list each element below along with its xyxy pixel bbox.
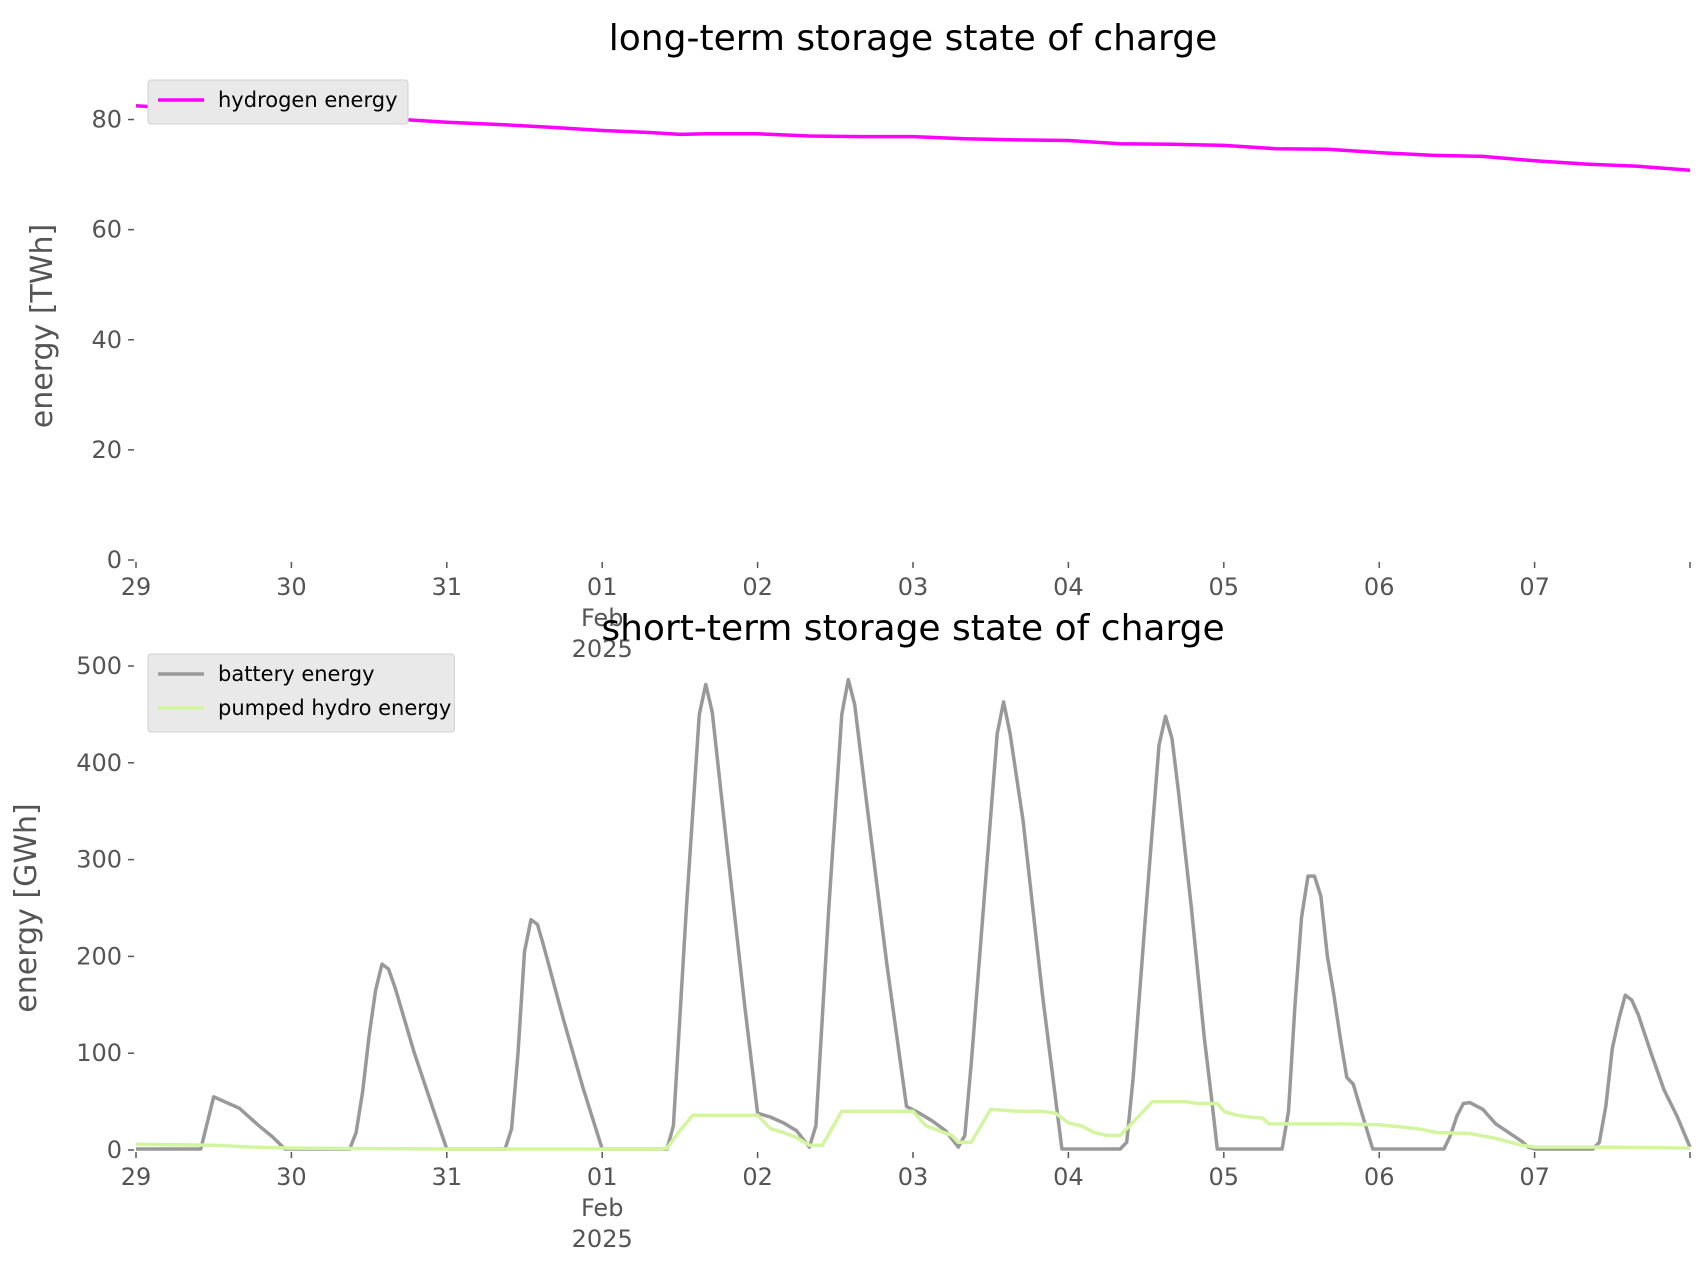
legend-box xyxy=(147,653,455,733)
x-tick-label: 29 xyxy=(121,1163,152,1191)
y-tick-label: 200 xyxy=(76,942,122,970)
x-tick-label: 03 xyxy=(898,1163,929,1191)
x-tick-year-label: 2025 xyxy=(572,635,633,663)
x-tick-label: 07 xyxy=(1519,573,1550,601)
y-tick-label: 500 xyxy=(76,652,122,680)
x-tick-label: 05 xyxy=(1209,1163,1240,1191)
x-tick-label: 29 xyxy=(121,573,152,601)
y-tick-label: 20 xyxy=(91,436,122,464)
x-tick-label: 05 xyxy=(1209,573,1240,601)
x-tick-label: 01 xyxy=(587,573,618,601)
y-tick-label: 40 xyxy=(91,326,122,354)
x-tick-label: 02 xyxy=(742,573,773,601)
y-tick-label: 400 xyxy=(76,749,122,777)
legend: hydrogen energy xyxy=(147,79,409,125)
x-tick-label: 30 xyxy=(276,1163,307,1191)
y-tick-label: 80 xyxy=(91,106,122,134)
series-line-hydrogen-energy xyxy=(135,104,1691,172)
x-tick-month-label: Feb xyxy=(581,604,624,632)
x-tick-label: 30 xyxy=(276,573,307,601)
legend-label: pumped hydro energy xyxy=(218,696,451,720)
legend: battery energy pumped hydro energy xyxy=(147,653,455,733)
y-tick-label: 0 xyxy=(107,1136,122,1164)
x-tick-label: 01 xyxy=(587,1163,618,1191)
chart-title: short-term storage state of charge xyxy=(601,608,1224,649)
x-tick-label: 06 xyxy=(1364,573,1395,601)
x-tick-label: 07 xyxy=(1519,1163,1550,1191)
x-tick-label: 06 xyxy=(1364,1163,1395,1191)
x-tick-label: 31 xyxy=(432,573,463,601)
y-tick-label: 300 xyxy=(76,846,122,874)
y-tick-label: 60 xyxy=(91,216,122,244)
x-tick-month-label: Feb xyxy=(581,1194,624,1222)
legend-box xyxy=(147,79,409,125)
x-tick-label: 02 xyxy=(742,1163,773,1191)
chart-title: long-term storage state of charge xyxy=(609,18,1217,59)
chart-2: short-term storage state of charge energy… xyxy=(9,608,1692,1253)
y-axis-label: energy [GWh] xyxy=(9,803,44,1012)
y-axis-label: energy [TWh] xyxy=(25,224,60,428)
series-line-battery-energy xyxy=(136,677,1692,1151)
chart-1: long-term storage state of charge energy … xyxy=(25,18,1691,663)
y-tick-label: 100 xyxy=(76,1039,122,1067)
legend-label: battery energy xyxy=(218,662,375,686)
series-line-pumped-hydro-energy xyxy=(135,1099,1691,1151)
x-tick-label: 03 xyxy=(898,573,929,601)
x-tick-label: 31 xyxy=(432,1163,463,1191)
x-tick-label: 04 xyxy=(1053,573,1084,601)
x-tick-label: 04 xyxy=(1053,1163,1084,1191)
y-tick-label: 0 xyxy=(107,546,122,574)
legend-label: hydrogen energy xyxy=(218,88,398,112)
x-tick-year-label: 2025 xyxy=(572,1225,633,1253)
